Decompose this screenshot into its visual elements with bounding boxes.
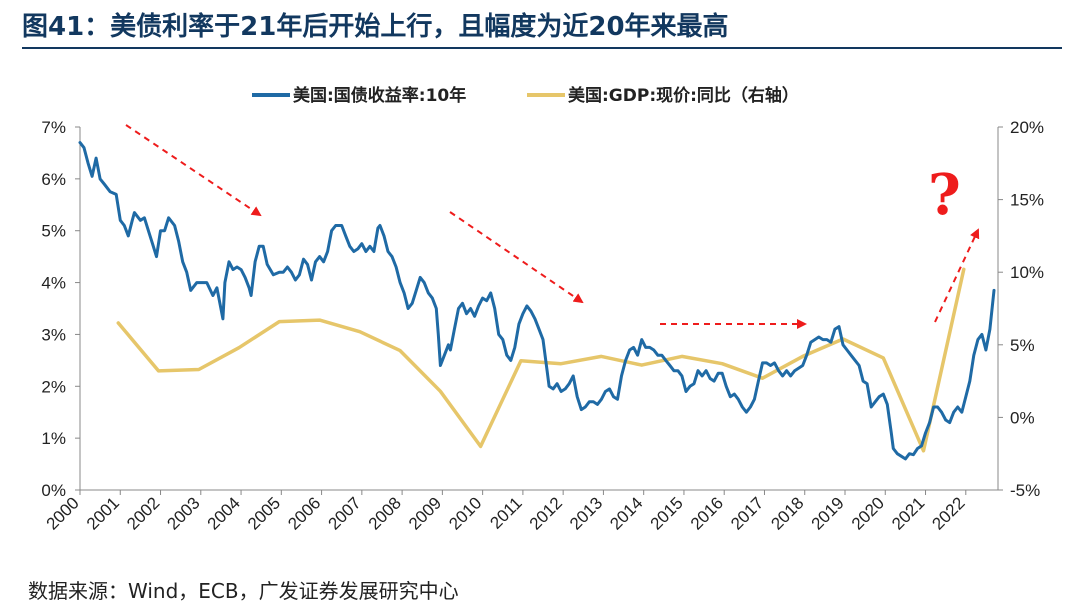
x-tick-label: 2013 [566,493,606,533]
right-tick-label: 0% [1010,408,1035,427]
x-tick-label: 2017 [727,493,767,533]
x-tick-label: 2001 [83,493,123,533]
right-tick-label: 5% [1010,336,1035,355]
x-tick-label: 2016 [687,493,727,533]
annotations: ? [125,124,980,329]
left-tick-label: 5% [41,222,66,241]
series-layer [78,141,996,461]
left-tick-label: 6% [41,170,66,189]
left-tick-label: 1% [41,429,66,448]
right-tick-label: 20% [1010,118,1044,137]
x-tick-label: 2003 [163,493,203,533]
left-tick-label: 2% [41,377,66,396]
arrow-up-recent [934,228,980,323]
x-tick-label: 2021 [888,493,928,533]
left-tick-label: 7% [41,118,66,137]
legend-label-gdp: 美国:GDP:现价:同比（右轴） [568,85,799,106]
source-note: 数据来源：Wind，ECB，广发证券发展研究中心 [28,579,459,603]
x-tick-label: 2011 [486,493,525,532]
legend-label-yield: 美国:国债收益率:10年 [293,85,466,106]
left-tick-label: 3% [41,325,66,344]
chart-title: 图41：美债利率于21年后开始上行，且幅度为近20年来最高 [22,12,729,42]
right-tick-label: 10% [1010,263,1044,282]
x-tick-label: 2007 [324,493,364,533]
x-tick-label: 2006 [284,493,324,533]
x-tick-label: 2014 [606,493,646,533]
right-tick-label: -5% [1010,481,1040,500]
legend: 美国:国债收益率:10年 美国:GDP:现价:同比（右轴） [252,85,799,106]
x-tick-label: 2010 [445,493,485,533]
series-line-gdp-yoy [116,267,966,453]
x-tick-label: 2022 [928,493,968,533]
title-divider [22,47,1062,49]
x-tick-label: 2002 [123,493,163,533]
x-tick-label: 2020 [848,493,888,533]
arrow-down-2010s [449,211,584,304]
left-tick-label: 4% [41,274,66,293]
question-mark-annotation: ? [928,162,961,228]
series-line-treasury-10y [78,141,996,461]
x-tick-label: 2012 [526,493,566,533]
right-tick-label: 15% [1010,191,1044,210]
axes: 0%1%2%3%4%5%6%7%-5%0%5%10%15%20%2000 2001… [41,118,1044,534]
x-tick-label: 2004 [204,493,244,533]
x-tick-label: 2008 [365,493,405,533]
x-tick-label: 2019 [808,493,848,533]
left-tick-label: 0% [41,481,66,500]
x-tick-label: 2009 [405,493,445,533]
x-tick-label: 2005 [244,493,284,533]
arrow-down-2000s [125,124,262,217]
x-tick-label: 2015 [647,493,687,533]
x-tick-label: 2018 [767,493,807,533]
